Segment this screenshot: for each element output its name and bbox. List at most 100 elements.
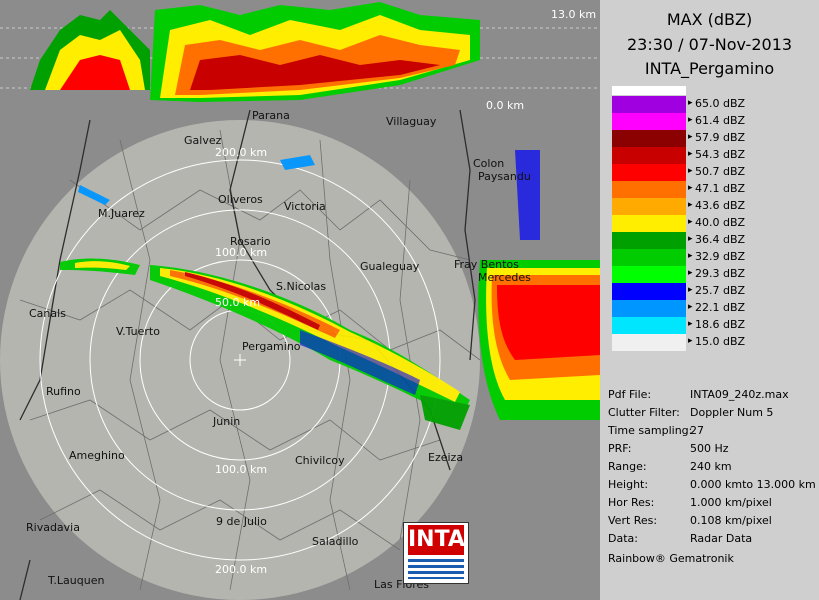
city-label: Paysandu	[478, 170, 531, 183]
city-label: Rivadavia	[26, 521, 80, 534]
city-label: Gualeguay	[360, 260, 420, 273]
legend-swatch	[612, 300, 686, 317]
ring-label-50-north: 50.0 km	[215, 296, 261, 309]
legend-tick-icon: ▸	[688, 268, 693, 278]
city-label: Rosario	[230, 235, 271, 248]
info-value: 27	[690, 424, 704, 437]
info-value: 500 Hz	[690, 442, 729, 455]
legend-tick-icon: ▸	[688, 132, 693, 142]
legend-swatch	[612, 130, 686, 147]
legend-label: 61.4 dBZ	[695, 114, 746, 127]
city-label: Colon	[473, 157, 505, 170]
legend-swatch	[612, 317, 686, 334]
inta-logo-stripes	[408, 559, 464, 579]
info-key: Clutter Filter:	[608, 406, 680, 419]
info-key: PRF:	[608, 442, 632, 455]
inta-logo-text: INTA	[408, 525, 465, 555]
inta-logo: INTA	[403, 522, 469, 584]
legend-label: 32.9 dBZ	[695, 250, 746, 263]
city-label: Junin	[213, 415, 241, 428]
legend-label: 15.0 dBZ	[695, 335, 746, 348]
city-label: Victoria	[284, 200, 326, 213]
legend-swatch	[612, 96, 686, 113]
city-label: Parana	[252, 109, 290, 122]
info-value: 240 km	[690, 460, 732, 473]
legend-label: 29.3 dBZ	[695, 267, 746, 280]
city-label: Chivilcoy	[295, 454, 345, 467]
ring-label-200-north: 200.0 km	[215, 146, 268, 159]
city-label: Oliveros	[218, 193, 263, 206]
city-label: Pergamino	[242, 340, 301, 353]
legend-tick-icon: ▸	[688, 149, 693, 159]
info-key: Hor Res:	[608, 496, 655, 509]
city-label: Galvez	[184, 134, 222, 147]
info-key: Pdf File:	[608, 388, 652, 401]
legend-swatch	[612, 232, 686, 249]
product-title: MAX (dBZ)	[666, 10, 753, 29]
city-label: Mercedes	[478, 271, 531, 284]
legend-label: 22.1 dBZ	[695, 301, 746, 314]
info-panel: MAX (dBZ) 23:30 / 07-Nov-2013 INTA_Perga…	[600, 0, 819, 600]
city-label: Canals	[29, 307, 66, 320]
city-label: Ezeiza	[428, 451, 464, 464]
info-value: Doppler Num 5	[690, 406, 774, 419]
legend-swatch	[612, 198, 686, 215]
legend-tick-icon: ▸	[688, 183, 693, 193]
legend-swatch	[612, 113, 686, 130]
legend-tick-icon: ▸	[688, 166, 693, 176]
legend-tick-icon: ▸	[688, 200, 693, 210]
datetime-title: 23:30 / 07-Nov-2013	[626, 35, 793, 54]
legend-top-swatch	[612, 86, 686, 95]
city-label: Rufino	[46, 385, 81, 398]
legend-tick-icon: ▸	[688, 319, 693, 329]
legend-label: 43.6 dBZ	[695, 199, 746, 212]
legend-tick-icon: ▸	[688, 251, 693, 261]
info-value: 0.000 kmto 13.000 km	[690, 478, 816, 491]
radar-map	[0, 0, 600, 600]
legend-swatch	[612, 215, 686, 232]
legend-tick-icon: ▸	[688, 115, 693, 125]
info-value: INTA09_240z.max	[690, 388, 789, 401]
legend-tick-icon: ▸	[688, 98, 693, 108]
legend-label: 25.7 dBZ	[695, 284, 746, 297]
legend-tick-icon: ▸	[688, 217, 693, 227]
station-title: INTA_Pergamino	[644, 59, 775, 78]
legend-label: 65.0 dBZ	[695, 97, 746, 110]
legend-swatch	[612, 147, 686, 164]
legend-tick-icon: ▸	[688, 336, 693, 346]
info-key: Height:	[608, 478, 649, 491]
city-label: 9 de Julio	[216, 515, 267, 528]
city-label: Fray Bentos	[454, 258, 519, 271]
ring-label-100-north: 100.0 km	[215, 246, 268, 259]
legend-label: 36.4 dBZ	[695, 233, 746, 246]
info-key: Vert Res:	[608, 514, 658, 527]
legend-tick-icon: ▸	[688, 285, 693, 295]
ring-label-100-south: 100.0 km	[215, 463, 268, 476]
legend-label: 50.7 dBZ	[695, 165, 746, 178]
info-value: 0.108 km/pixel	[690, 514, 772, 527]
info-key: Data:	[608, 532, 638, 545]
legend-swatch	[612, 249, 686, 266]
legend-label: 47.1 dBZ	[695, 182, 746, 195]
legend-swatch	[612, 164, 686, 181]
city-label: S.Nicolas	[276, 280, 327, 293]
profile-bottom-label: 0.0 km	[486, 99, 525, 112]
legend-swatch	[612, 181, 686, 198]
legend-label: 57.9 dBZ	[695, 131, 746, 144]
legend-swatch	[612, 266, 686, 283]
city-label: Ameghino	[69, 449, 125, 462]
legend-label: 40.0 dBZ	[695, 216, 746, 229]
info-value: 1.000 km/pixel	[690, 496, 772, 509]
info-key: Range:	[608, 460, 647, 473]
footer-credit: Rainbow® Gematronik	[608, 552, 734, 565]
info-key: Time sampling:	[608, 424, 693, 437]
city-label: M.Juarez	[98, 207, 145, 220]
legend-label: 18.6 dBZ	[695, 318, 746, 331]
city-label: T.Lauquen	[48, 574, 105, 587]
legend-swatch	[612, 334, 686, 351]
info-value: Radar Data	[690, 532, 753, 545]
legend-label: 54.3 dBZ	[695, 148, 746, 161]
city-label: Saladillo	[312, 535, 359, 548]
legend-tick-icon: ▸	[688, 234, 693, 244]
ring-label-200-south: 200.0 km	[215, 563, 268, 576]
